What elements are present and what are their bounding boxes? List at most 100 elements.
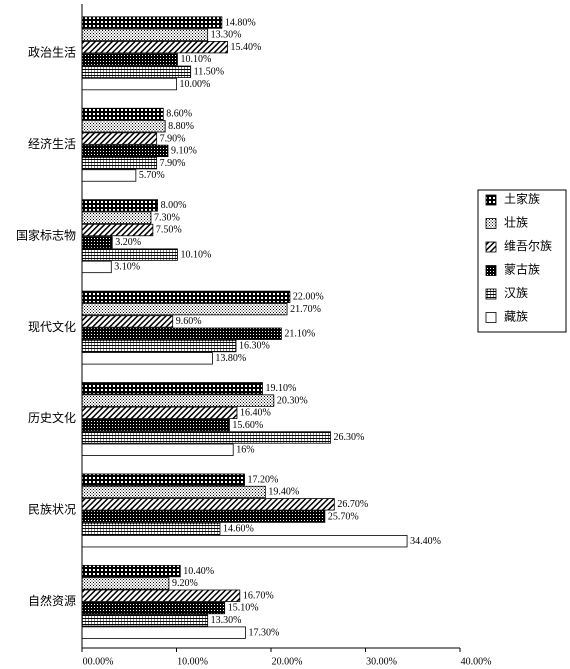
value-label: 13.30% [211,615,242,626]
category-label: 历史文化 [28,410,76,425]
bar [81,589,241,602]
value-label: 7.90% [160,158,186,169]
bar [81,236,113,249]
value-label: 8.00% [161,200,187,211]
bar [81,614,209,627]
bar [81,485,266,499]
bar [81,41,228,54]
value-label: 19.10% [265,383,296,394]
value-label: 10.00% [180,79,211,90]
bar [81,144,169,158]
bar [81,107,164,121]
value-label: 26.70% [337,499,368,510]
value-label: 10.10% [180,249,211,260]
bar [81,419,230,432]
value-label: 7.90% [160,133,186,144]
value-label: 8.80% [168,121,194,132]
bar [81,248,178,261]
legend-swatch [485,312,497,323]
value-label: 16% [236,444,254,455]
value-label: 21.10% [284,328,315,339]
bar [81,339,237,353]
x-tick-label: 40.00% [461,656,492,667]
bar [81,53,178,66]
bar [81,352,213,365]
bar [81,132,158,145]
bar [81,564,181,578]
bar [81,16,223,29]
bar [81,169,137,182]
value-label: 25.70% [328,511,359,522]
bar [81,431,331,444]
bar [81,290,291,304]
value-label: 13.30% [211,30,242,41]
bar [81,260,112,274]
bar [81,394,275,407]
category-label: 国家标志物 [16,227,76,242]
bar [81,626,246,639]
value-label: 13.80% [215,353,246,364]
value-label: 26.30% [334,432,365,443]
value-label: 22.00% [293,292,324,303]
legend-swatch [485,288,497,300]
bar [81,510,326,523]
bar [81,28,209,42]
bar [81,211,152,224]
value-label: 11.50% [194,66,224,77]
bar [81,327,282,340]
bar [81,577,170,590]
bar [81,302,288,316]
legend-label: 维吾尔族 [504,238,552,253]
legend-swatch [485,265,497,276]
value-label: 3.20% [115,237,141,248]
value-label: 19.40% [268,487,299,498]
value-label: 14.60% [223,524,254,535]
legend-label: 壮族 [504,215,528,229]
category-label: 自然资源 [28,593,76,608]
x-tick-label: 20.00% [272,656,303,667]
value-label: 20.30% [277,395,308,406]
value-label: 15.60% [232,420,263,431]
bar [81,498,335,511]
legend-box [477,189,567,333]
x-tick-label: 10.00% [177,656,208,667]
bar [81,77,177,91]
bar [81,157,158,170]
value-label: 7.50% [156,225,182,236]
value-label: 15.40% [231,42,262,53]
value-label: 16.70% [243,590,274,601]
value-label: 14.80% [225,17,256,28]
value-label: 34.40% [410,536,441,547]
legend-label: 土家族 [504,191,540,206]
legend-label: 蒙古族 [504,261,540,276]
value-label: 15.10% [228,603,259,614]
value-label: 9.10% [171,146,197,157]
value-label: 3.10% [114,262,140,273]
value-label: 5.70% [139,170,165,181]
bar [81,120,166,133]
category-label: 现代文化 [28,319,76,334]
x-tick-label: 00.00% [83,656,114,667]
legend-swatch [485,218,497,229]
category-label: 经济生活 [28,136,76,151]
bar [81,473,245,486]
bar [81,223,154,237]
category-label: 政治生活 [28,45,76,59]
value-label: 17.20% [248,474,279,485]
bar [81,601,226,615]
bar [81,199,158,212]
value-label: 8.60% [166,109,192,120]
value-label: 16.30% [239,341,270,352]
value-label: 10.10% [180,54,211,65]
value-label: 17.30% [248,627,279,638]
legend-label: 汉族 [504,286,528,300]
value-label: 9.60% [176,316,202,327]
value-label: 21.70% [290,304,321,315]
category-label: 民族状况 [28,503,76,517]
bar [81,443,234,456]
value-label: 10.40% [183,566,214,577]
bar [81,382,263,395]
bar [81,65,192,78]
bar [81,522,221,536]
